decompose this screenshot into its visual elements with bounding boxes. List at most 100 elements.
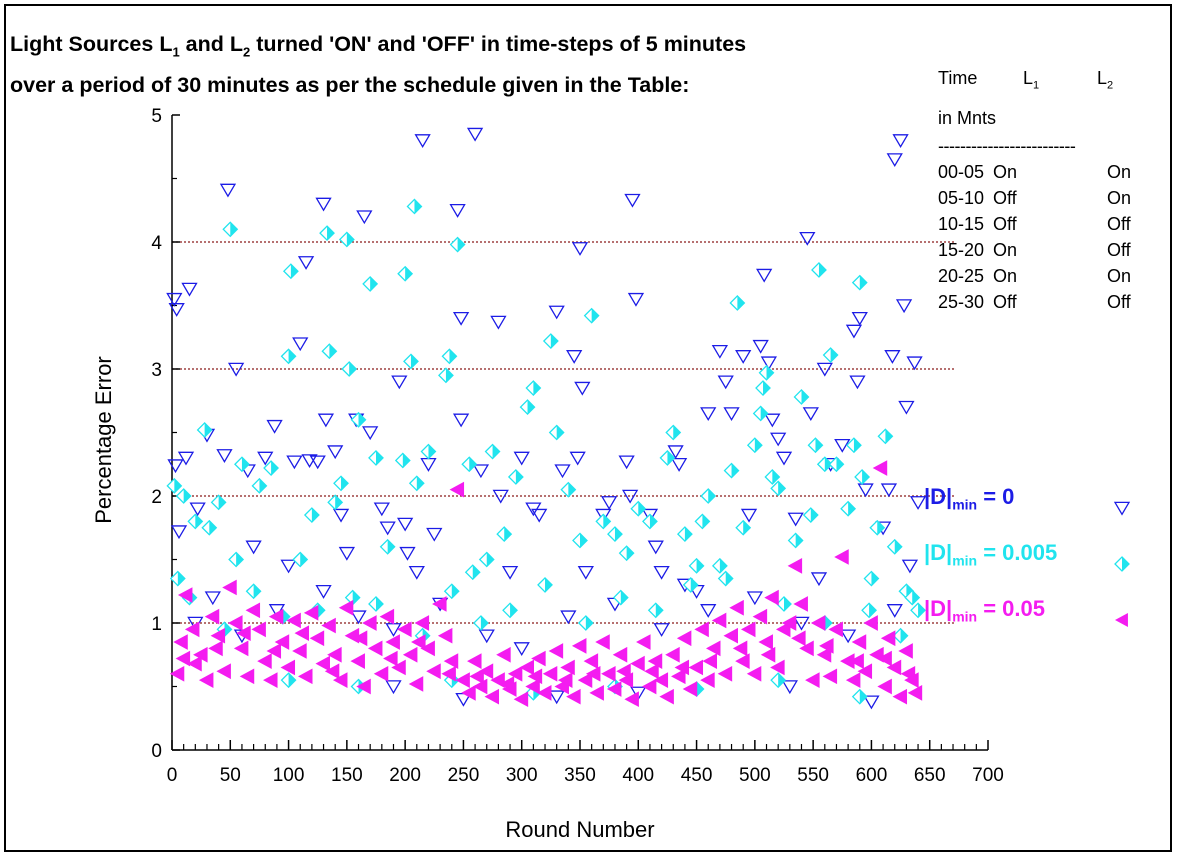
table-cell-l2: Off: [1107, 214, 1131, 234]
data-point: [577, 565, 594, 580]
table-cell-time: 20-25: [938, 266, 985, 286]
data-point: [537, 576, 553, 593]
data-point: [775, 621, 791, 638]
data-point: [793, 596, 808, 612]
data-point: [519, 659, 534, 676]
data-point: [356, 678, 371, 695]
data-point: [863, 695, 880, 710]
data-point: [799, 640, 814, 657]
data-point: [682, 576, 699, 593]
y-axis-label: Percentage Error: [91, 356, 116, 524]
y-tick-label: 0: [151, 741, 162, 762]
data-point: [702, 653, 718, 669]
data-point: [399, 546, 416, 561]
chart-heading-line2: over a period of 30 minutes as per the s…: [10, 73, 690, 97]
data-point: [338, 546, 355, 561]
x-tick-label: 450: [681, 765, 713, 786]
data-point: [636, 634, 651, 650]
data-point: [752, 608, 768, 625]
data-point: [577, 615, 594, 631]
table-header-l1: L1: [1023, 68, 1040, 92]
data-point: [406, 198, 423, 215]
data-point: [627, 292, 645, 307]
data-point: [612, 646, 628, 663]
data-point: [309, 630, 325, 647]
table-cell-l2: Off: [1107, 292, 1131, 312]
data-point: [216, 663, 231, 680]
data-point: [513, 451, 530, 466]
data-point: [169, 665, 185, 682]
data-point: [735, 350, 752, 364]
data-point: [834, 549, 849, 565]
data-point: [379, 521, 396, 536]
data-point: [647, 602, 664, 619]
data-point: [907, 685, 923, 701]
data-point: [816, 646, 832, 663]
data-point: [233, 640, 249, 657]
data-point: [383, 650, 398, 667]
data-point: [309, 455, 326, 470]
data-point: [869, 519, 886, 536]
data-point: [292, 551, 309, 568]
data-point: [542, 665, 558, 682]
data-point: [595, 634, 610, 650]
data-point: [173, 634, 188, 650]
table-cell-l1: Off: [993, 214, 1017, 234]
data-point: [571, 242, 589, 256]
table-cell-l1: On: [993, 162, 1018, 182]
data-point: [239, 668, 255, 685]
data-point: [166, 477, 183, 494]
data-point: [746, 437, 763, 454]
data-point: [469, 668, 484, 685]
data-point: [688, 659, 704, 676]
data-point: [802, 507, 819, 523]
data-point: [408, 565, 425, 580]
data-point: [466, 127, 484, 142]
data-point: [496, 526, 513, 543]
data-point: [583, 653, 599, 669]
table-header-l2: L2: [1097, 68, 1114, 92]
data-point: [557, 672, 573, 688]
data-point: [525, 380, 542, 396]
data-point: [222, 579, 237, 596]
data-point: [379, 608, 395, 625]
data-point: [589, 685, 604, 701]
data-point: [560, 659, 575, 676]
data-point: [234, 456, 250, 473]
data-point: [420, 443, 437, 460]
data-point: [910, 602, 926, 619]
legend-label: |D|min = 0: [924, 484, 1015, 513]
data-point: [443, 653, 459, 669]
data-point: [560, 610, 577, 625]
data-point: [717, 665, 733, 682]
table-header-time-unit: in Mnts: [938, 108, 997, 128]
data-point: [641, 508, 659, 523]
x-tick-label: 200: [389, 765, 421, 786]
x-tick-label: 700: [972, 765, 1004, 786]
data-point: [499, 676, 515, 692]
data-point: [513, 691, 529, 708]
data-point: [770, 480, 787, 497]
data-point: [338, 231, 355, 248]
data-point: [198, 672, 214, 688]
data-point: [219, 183, 237, 198]
data-point: [432, 596, 447, 612]
data-point: [799, 231, 816, 246]
table-cell-l1: On: [993, 240, 1018, 260]
data-point: [624, 193, 641, 208]
data-point: [630, 686, 647, 701]
data-point: [204, 591, 221, 606]
data-point: [572, 532, 588, 549]
y-tick-label: 5: [151, 106, 162, 127]
data-point: [601, 496, 618, 510]
data-point: [846, 437, 862, 454]
table-cell-time: 00-05: [938, 162, 985, 182]
data-point: [449, 203, 466, 218]
table-cell-time: 10-15: [938, 214, 985, 234]
data-point: [426, 663, 441, 680]
data-point: [770, 432, 787, 447]
data-point: [449, 236, 466, 253]
data-point: [717, 570, 734, 587]
data-point: [595, 508, 612, 523]
data-point: [266, 419, 283, 434]
